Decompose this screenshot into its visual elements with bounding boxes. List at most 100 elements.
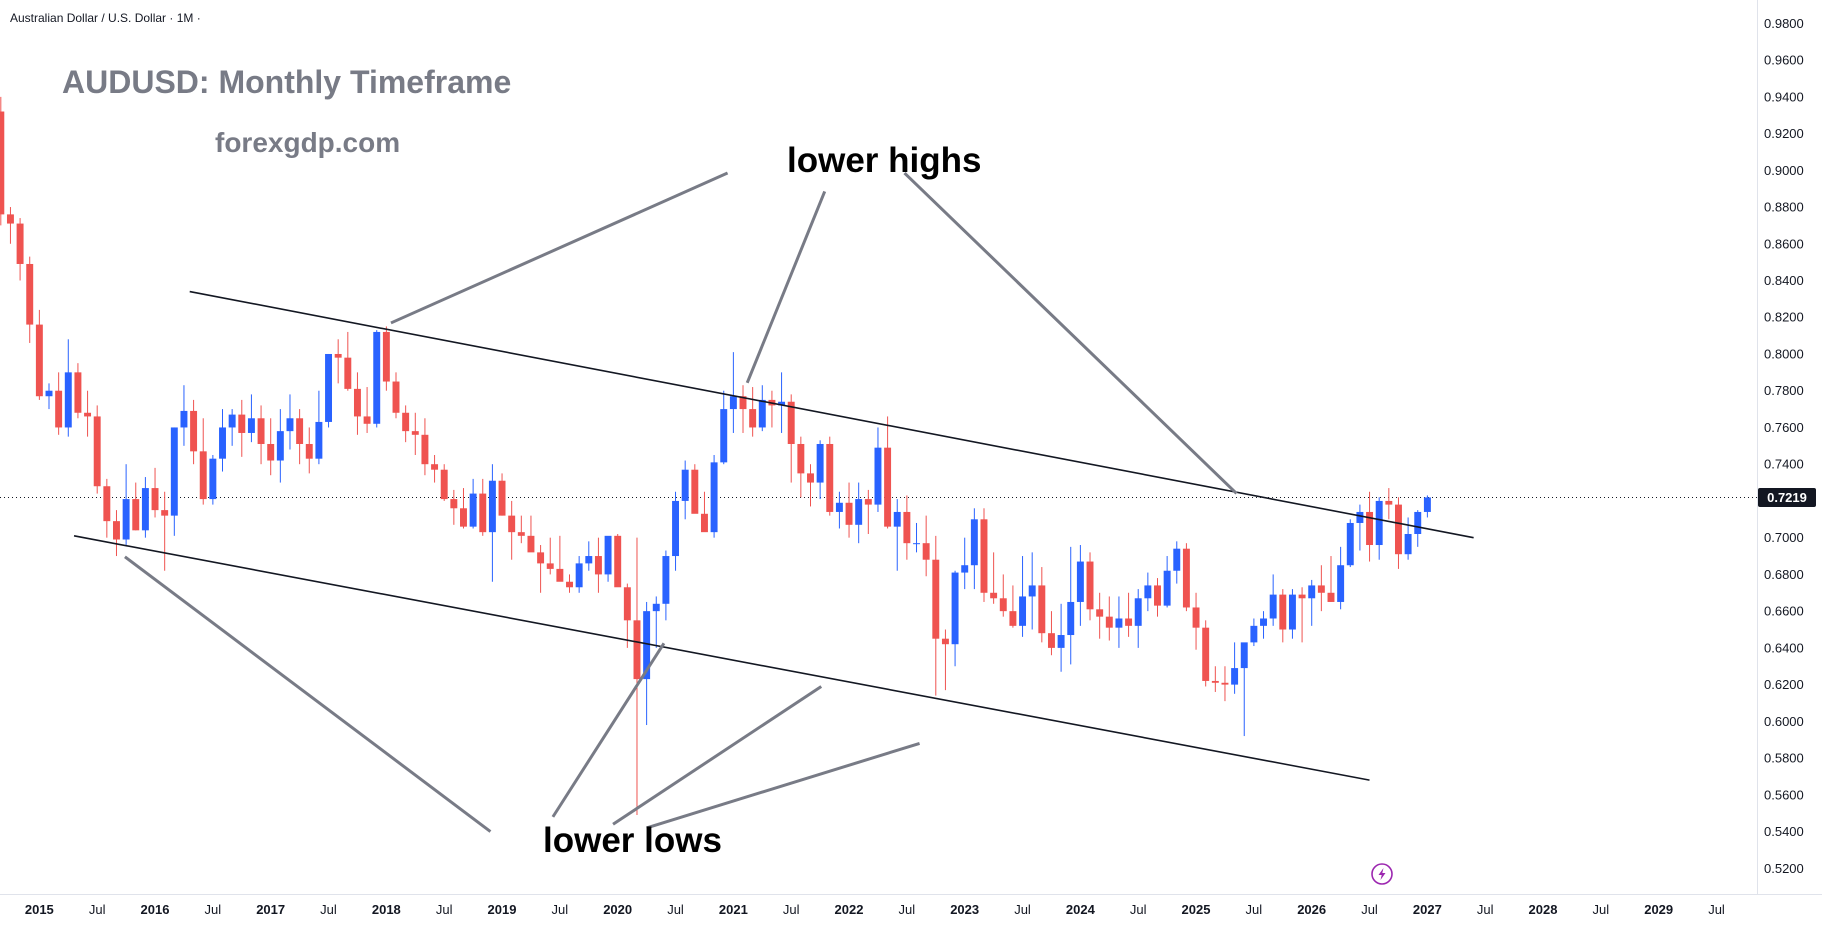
candle: [1009, 585, 1017, 628]
candle-body: [1260, 618, 1267, 626]
x-tick-label: 2020: [603, 902, 632, 917]
candle-body: [1057, 635, 1065, 648]
candle-body: [440, 469, 448, 500]
candle: [884, 416, 892, 529]
candle-body: [1096, 609, 1104, 617]
candle-body: [1009, 611, 1017, 626]
candle-body: [122, 499, 130, 540]
candle-body: [893, 511, 901, 527]
candle: [1327, 556, 1335, 602]
candle: [1182, 543, 1190, 612]
candle-body: [344, 357, 352, 389]
candle: [296, 409, 304, 465]
candle-body: [633, 620, 641, 680]
candle: [980, 508, 988, 602]
candle: [1154, 578, 1161, 617]
candle: [633, 537, 641, 816]
candle-body: [1173, 548, 1181, 571]
candle-body: [411, 431, 419, 435]
y-tick-label: 0.8000: [1764, 346, 1804, 361]
candle: [16, 218, 24, 281]
x-tick-label: 2019: [488, 902, 517, 917]
candle: [623, 583, 631, 648]
y-tick-label: 0.7600: [1764, 420, 1804, 435]
lower-lows-pointer-line[interactable]: [646, 741, 921, 830]
upper-trendline[interactable]: [189, 290, 1474, 539]
candle: [190, 399, 198, 465]
candle: [961, 537, 969, 590]
candle-body: [1154, 585, 1161, 606]
candle-body: [1028, 585, 1036, 597]
x-tick-label: Jul: [436, 902, 453, 917]
lower-trendline[interactable]: [73, 535, 1370, 781]
lower-lows-pointer-line[interactable]: [124, 555, 492, 833]
candle: [450, 489, 458, 525]
chart-title: AUDUSD: Monthly Timeframe: [62, 64, 511, 100]
candle-body: [1250, 625, 1258, 643]
symbol-legend[interactable]: Australian Dollar / U.S. Dollar · 1M ·: [10, 11, 201, 25]
candle-body: [826, 443, 834, 512]
candle: [1279, 589, 1287, 643]
time-axis[interactable]: 2015 Jul 2016 Jul 2017 Jul 2018 Jul 2019 Jul 2020 J…: [0, 894, 1822, 918]
candle: [45, 383, 53, 410]
x-tick-label: 2029: [1644, 902, 1673, 917]
candle-body: [1414, 511, 1422, 534]
candle-body: [431, 464, 439, 470]
candle: [247, 394, 255, 443]
candle-body: [353, 388, 361, 417]
lightning-icon[interactable]: [1371, 863, 1393, 885]
candle: [739, 385, 747, 433]
candle: [132, 482, 140, 531]
lower-highs-pointer-line[interactable]: [745, 190, 827, 384]
y-tick-label: 0.5400: [1764, 824, 1804, 839]
candle-body: [103, 486, 111, 522]
candle-body: [884, 447, 892, 527]
current-price-label-text: 0.7219: [1767, 490, 1807, 505]
y-tick-label: 0.8800: [1764, 200, 1804, 215]
price-axis[interactable]: 0.9800 0.9600 0.9400 0.9200 0.9000 0.8800 0.86…: [1757, 0, 1804, 894]
candle-body: [199, 451, 207, 500]
candle: [826, 436, 834, 516]
lower-highs-pointer-line[interactable]: [903, 171, 1238, 495]
candle: [6, 207, 14, 244]
candle-body: [932, 559, 940, 639]
current-price-label: 0.7219: [1758, 487, 1816, 507]
candle: [238, 399, 246, 457]
y-tick-label: 0.5200: [1764, 861, 1804, 876]
candle-body: [1279, 594, 1287, 630]
candle-body: [546, 563, 554, 569]
candle-body: [517, 532, 525, 536]
candle-body: [1086, 561, 1094, 610]
candle-body: [816, 443, 824, 483]
candle: [141, 477, 149, 538]
candle-body: [1047, 633, 1055, 648]
x-tick-label: Jul: [899, 902, 916, 917]
candle-body: [1240, 642, 1248, 669]
candle: [286, 394, 294, 450]
x-tick-label: 2022: [835, 902, 864, 917]
lower-lows-pointer-line[interactable]: [612, 685, 823, 826]
candle-body: [469, 493, 477, 527]
y-tick-label: 0.8400: [1764, 273, 1804, 288]
candle-body: [1038, 585, 1046, 634]
candle-body: [700, 513, 708, 533]
candle: [180, 385, 188, 446]
candle: [932, 535, 940, 696]
candle: [1076, 545, 1084, 626]
candle-body: [45, 390, 53, 397]
candle: [411, 412, 419, 456]
x-tick-label: 2021: [719, 902, 748, 917]
candle-body: [729, 396, 737, 410]
candle: [662, 550, 670, 621]
candle: [382, 326, 390, 391]
candle-body: [1375, 500, 1383, 546]
candle-body: [276, 431, 284, 461]
candle-body: [402, 412, 410, 432]
candle: [35, 309, 43, 400]
lower-lows-pointer-line[interactable]: [551, 642, 666, 818]
x-tick-label: Jul: [89, 902, 106, 917]
x-tick-label: Jul: [1246, 902, 1263, 917]
lower-highs-pointer-line[interactable]: [390, 171, 729, 325]
